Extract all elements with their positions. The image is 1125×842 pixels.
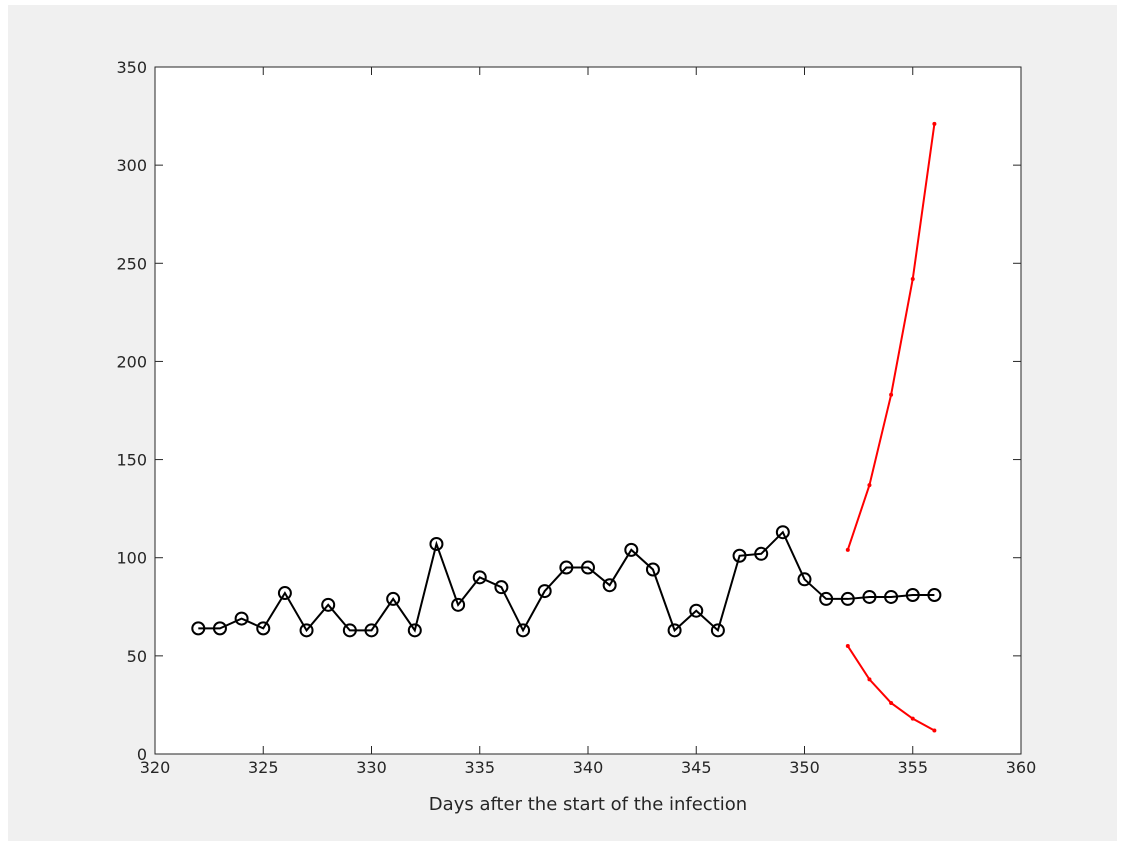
- y-tick-label: 100: [116, 549, 147, 568]
- data-point: [559, 560, 574, 575]
- data-point: [494, 580, 509, 595]
- data-point: [451, 597, 466, 612]
- data-point: [867, 677, 872, 682]
- data-point: [754, 546, 769, 561]
- data-point: [884, 589, 899, 604]
- data-point: [321, 597, 336, 612]
- y-tick-label: 0: [137, 745, 147, 764]
- series-layer: [191, 121, 942, 733]
- data-point: [234, 611, 249, 626]
- data-point: [932, 728, 937, 733]
- data-point: [845, 547, 850, 552]
- data-point: [537, 584, 552, 599]
- series-0: [191, 525, 942, 638]
- data-point: [867, 483, 872, 488]
- data-point: [624, 542, 639, 557]
- x-tick-label: 355: [897, 758, 928, 777]
- series-1: [845, 121, 937, 552]
- data-point: [840, 591, 855, 606]
- x-tick-label: 340: [573, 758, 604, 777]
- data-point: [212, 621, 227, 636]
- x-tick-label: 350: [789, 758, 820, 777]
- data-point: [905, 588, 920, 603]
- x-tick-label: 360: [1006, 758, 1037, 777]
- x-tick-label: 335: [464, 758, 495, 777]
- data-point: [845, 644, 850, 649]
- data-point: [889, 700, 894, 705]
- y-axis: 0 50 100 150 200 250 300 350: [116, 58, 1021, 764]
- data-point: [797, 572, 812, 587]
- x-axis-title: Days after the start of the infection: [429, 794, 747, 815]
- series-2: [845, 644, 937, 733]
- data-point: [667, 623, 682, 638]
- data-point: [732, 548, 747, 563]
- x-tick-label: 325: [248, 758, 279, 777]
- data-point: [256, 621, 271, 636]
- x-axis: 320 325 330 335 340 345 350 355 360: [140, 67, 1037, 777]
- y-tick-label: 150: [116, 451, 147, 470]
- x-tick-label: 345: [681, 758, 712, 777]
- y-tick-label: 250: [116, 254, 147, 273]
- data-point: [775, 525, 790, 540]
- data-point: [602, 578, 617, 593]
- y-tick-label: 50: [127, 647, 147, 666]
- data-point: [299, 623, 314, 638]
- data-point: [581, 560, 595, 575]
- data-point: [910, 276, 915, 281]
- data-point: [342, 623, 357, 638]
- y-tick-label: 350: [116, 58, 147, 77]
- data-point: [710, 623, 725, 638]
- data-point: [819, 591, 834, 606]
- data-point: [429, 536, 444, 551]
- x-tick-label: 330: [356, 758, 387, 777]
- data-point: [386, 591, 401, 606]
- data-point: [862, 589, 877, 604]
- data-point: [191, 621, 206, 636]
- data-point: [277, 586, 292, 601]
- x-tick-label: 320: [140, 758, 171, 777]
- data-point: [889, 392, 894, 397]
- data-point: [932, 121, 937, 126]
- y-tick-label: 200: [116, 352, 147, 371]
- plot-area: [154, 66, 1022, 755]
- line-chart: 320 325 330 335 340 345 350 355 360 0 50 100 150 200…: [116, 58, 1037, 815]
- data-point: [689, 603, 704, 618]
- series-line: [198, 530, 935, 633]
- y-tick-label: 300: [116, 156, 147, 175]
- data-point: [927, 588, 942, 603]
- figure-window: 320 325 330 335 340 345 350 355 360 0 50 100 150 200…: [8, 5, 1117, 841]
- data-point: [472, 570, 487, 585]
- data-point: [407, 623, 422, 638]
- data-point: [516, 623, 531, 638]
- data-point: [910, 716, 915, 721]
- data-point: [364, 623, 379, 638]
- data-point: [645, 562, 660, 577]
